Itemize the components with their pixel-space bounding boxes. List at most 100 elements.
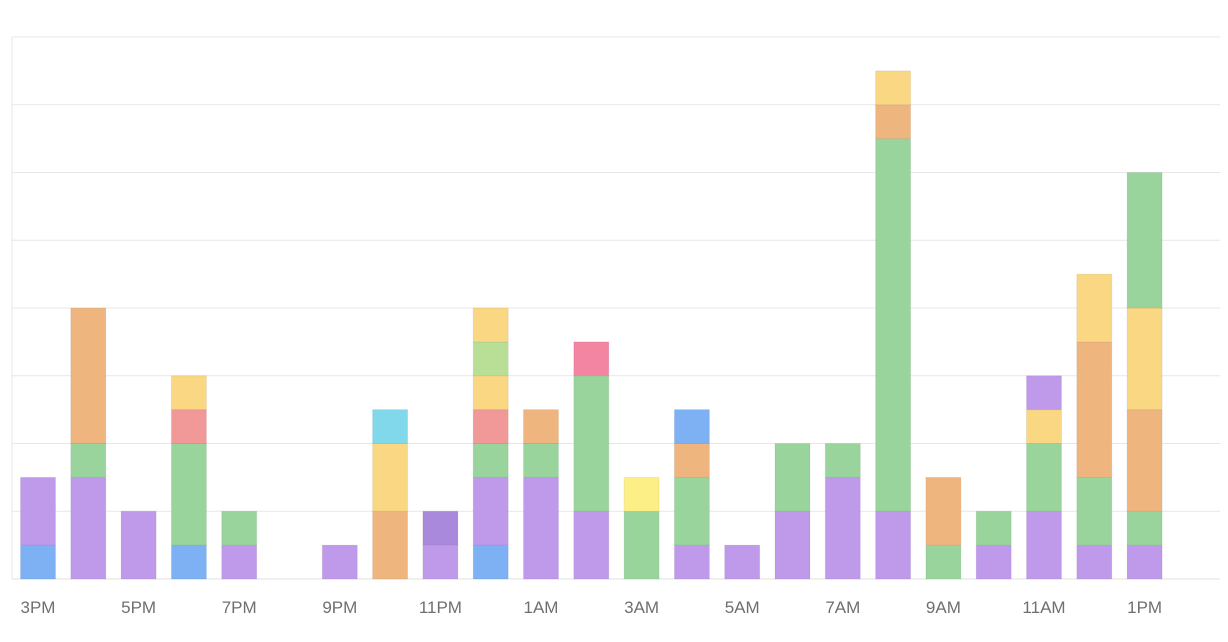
- bar-11am: [1026, 375, 1062, 580]
- bar-segment: [774, 443, 811, 512]
- bar-segment: [1126, 307, 1163, 411]
- bar-segment: [573, 375, 610, 512]
- bar-segment: [472, 307, 509, 343]
- bar-10pm: [372, 409, 409, 580]
- bar-segment: [372, 409, 409, 444]
- bar-segment: [925, 476, 962, 546]
- bar-2am: [573, 341, 610, 580]
- bar-series: [20, 70, 1163, 580]
- bar-segment: [623, 476, 660, 512]
- bar-7pm: [221, 510, 258, 580]
- bar-segment: [875, 104, 912, 140]
- bar-segment: [975, 510, 1012, 546]
- bar-segment: [1126, 409, 1163, 512]
- bar-6pm: [170, 375, 207, 580]
- bar-segment: [774, 510, 811, 580]
- bar-segment: [170, 544, 207, 580]
- bar-9pm: [321, 544, 358, 580]
- bar-8am: [875, 70, 912, 580]
- bar-segment: [1026, 510, 1062, 580]
- bar-segment: [1026, 409, 1062, 444]
- bar-segment: [70, 476, 107, 580]
- bar-segment: [422, 544, 459, 580]
- bar-segment: [1076, 544, 1113, 580]
- bar-segment: [673, 443, 710, 478]
- bar-segment: [623, 510, 660, 580]
- x-tick-label: 1PM: [1127, 598, 1162, 617]
- bar-segment: [170, 443, 207, 546]
- bar-segment: [1026, 443, 1062, 512]
- bar-segment: [673, 544, 710, 580]
- bar-segment: [1076, 273, 1113, 343]
- bar-segment: [472, 375, 509, 411]
- bar-segment: [472, 476, 509, 546]
- x-tick-label: 3PM: [21, 598, 56, 617]
- bar-segment: [472, 443, 509, 478]
- x-axis-tick-labels: 3PM 5PM 7PM 9PM 11PM 1AM 3AM 5AM 7AM 9AM 11AM 1PM: [21, 598, 1163, 617]
- bar-4pm: [70, 307, 107, 580]
- bar-3am: [623, 476, 660, 580]
- x-tick-label: 5PM: [121, 598, 156, 617]
- bar-segment: [925, 544, 962, 580]
- bar-segment: [875, 70, 912, 106]
- bar-segment: [472, 341, 509, 377]
- bar-segment: [20, 544, 56, 580]
- bar-segment: [824, 443, 861, 478]
- bar-segment: [875, 510, 912, 580]
- bar-segment: [321, 544, 358, 580]
- bar-segment: [170, 409, 207, 444]
- bar-segment: [472, 544, 509, 580]
- bar-1pm: [1126, 172, 1163, 580]
- bar-segment: [673, 409, 710, 444]
- bar-5am: [724, 544, 761, 580]
- bar-segment: [523, 409, 559, 444]
- bar-6am: [774, 443, 811, 580]
- bar-segment: [70, 307, 107, 444]
- bar-segment: [573, 510, 610, 580]
- bar-5pm: [120, 510, 157, 580]
- x-tick-label: 9AM: [926, 598, 961, 617]
- x-tick-label: 3AM: [624, 598, 659, 617]
- bar-segment: [221, 510, 258, 546]
- bar-segment: [573, 341, 610, 377]
- bar-segment: [523, 443, 559, 478]
- bar-3pm: [20, 476, 56, 580]
- x-tick-label: 11PM: [419, 598, 462, 617]
- bar-segment: [975, 544, 1012, 580]
- x-tick-label: 7AM: [825, 598, 860, 617]
- bar-segment: [1126, 510, 1163, 546]
- bar-12pm: [1076, 273, 1113, 580]
- bar-segment: [372, 510, 409, 580]
- bar-12am: [472, 307, 509, 580]
- bar-segment: [1076, 476, 1113, 546]
- x-tick-label: 11AM: [1022, 598, 1065, 617]
- x-tick-label: 7PM: [222, 598, 257, 617]
- x-tick-label: 9PM: [322, 598, 357, 617]
- bar-segment: [1126, 544, 1163, 580]
- bar-4am: [673, 409, 710, 580]
- bar-segment: [673, 476, 710, 546]
- bar-segment: [1076, 341, 1113, 478]
- bar-segment: [724, 544, 761, 580]
- bar-1am: [523, 409, 559, 580]
- bar-11pm: [422, 510, 459, 580]
- x-tick-label: 5AM: [725, 598, 760, 617]
- bar-segment: [221, 544, 258, 580]
- bar-segment: [422, 510, 459, 546]
- bar-segment: [20, 476, 56, 546]
- bar-segment: [170, 375, 207, 411]
- bar-segment: [824, 476, 861, 580]
- bar-7am: [824, 443, 861, 580]
- bar-segment: [472, 409, 509, 444]
- bar-segment: [120, 510, 157, 580]
- bar-segment: [1126, 172, 1163, 309]
- gridlines: [11, 36, 1220, 580]
- x-tick-label: 1AM: [524, 598, 559, 617]
- bar-9am: [925, 476, 962, 580]
- bar-segment: [523, 476, 559, 580]
- bar-segment: [70, 443, 107, 478]
- bar-10am: [975, 510, 1012, 580]
- bar-segment: [372, 443, 409, 512]
- bar-segment: [1026, 375, 1062, 411]
